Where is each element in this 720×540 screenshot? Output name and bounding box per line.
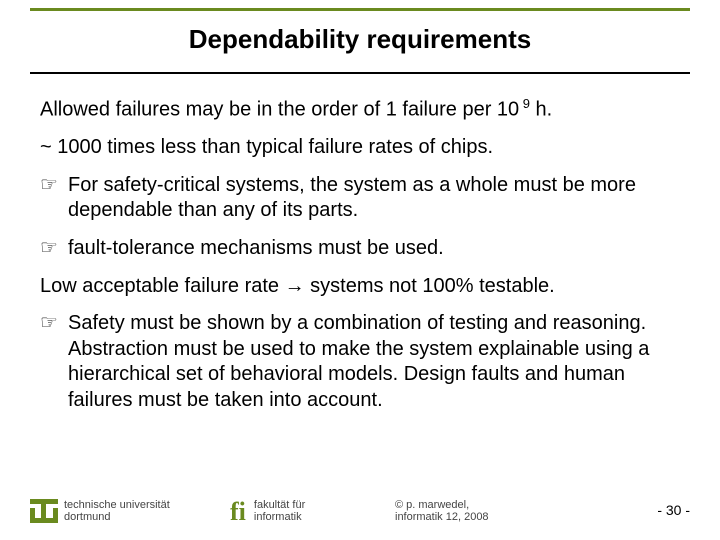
fi-text: fakultät für informatik	[254, 499, 305, 524]
bullet-2: ☞ fault-tolerance mechanisms must be use…	[40, 236, 680, 262]
page-number: - 30 -	[657, 502, 690, 518]
body-line-1-sup: 9	[519, 96, 530, 111]
pointing-hand-icon: ☞	[40, 173, 68, 224]
bullet-3-text: Safety must be shown by a combination of…	[68, 311, 680, 413]
slide-title: Dependability requirements	[0, 24, 720, 55]
fi-line-1: fakultät für	[254, 499, 305, 512]
bullet-1: ☞ For safety-critical systems, the syste…	[40, 173, 680, 224]
bullet-1-text: For safety-critical systems, the system …	[68, 173, 680, 224]
title-underline	[30, 72, 690, 74]
footer: technische universität dortmund fi fakul…	[0, 490, 720, 530]
copyright-line-2: informatik 12, 2008	[395, 511, 489, 524]
pointing-hand-icon: ☞	[40, 236, 68, 262]
body-line-3: Low acceptable failure rate → systems no…	[40, 274, 680, 300]
top-rule	[30, 8, 690, 11]
copyright-line-1: © p. marwedel,	[395, 499, 489, 512]
pointing-hand-icon: ☞	[40, 311, 68, 413]
fi-line-2: informatik	[254, 511, 305, 524]
tu-line-2: dortmund	[64, 511, 170, 524]
slide: Dependability requirements Allowed failu…	[0, 0, 720, 540]
tu-logo-icon	[30, 499, 58, 523]
bullet-2-text: fault-tolerance mechanisms must be used.	[68, 236, 680, 262]
copyright: © p. marwedel, informatik 12, 2008	[395, 499, 489, 524]
body-line-2: ~ 1000 times less than typical failure r…	[40, 135, 680, 161]
tu-line-1: technische universität	[64, 499, 170, 512]
tu-logo: technische universität dortmund	[30, 499, 170, 524]
fi-block: fi fakultät für informatik	[230, 499, 305, 524]
fi-logo-icon: fi	[230, 500, 246, 523]
body-line-1: Allowed failures may be in the order of …	[40, 96, 680, 123]
tu-logo-text: technische universität dortmund	[64, 499, 170, 524]
slide-body: Allowed failures may be in the order of …	[40, 96, 680, 426]
bullet-3: ☞ Safety must be shown by a combination …	[40, 311, 680, 413]
body-line-1-post: h.	[530, 99, 552, 121]
body-line-1-pre: Allowed failures may be in the order of …	[40, 99, 519, 121]
